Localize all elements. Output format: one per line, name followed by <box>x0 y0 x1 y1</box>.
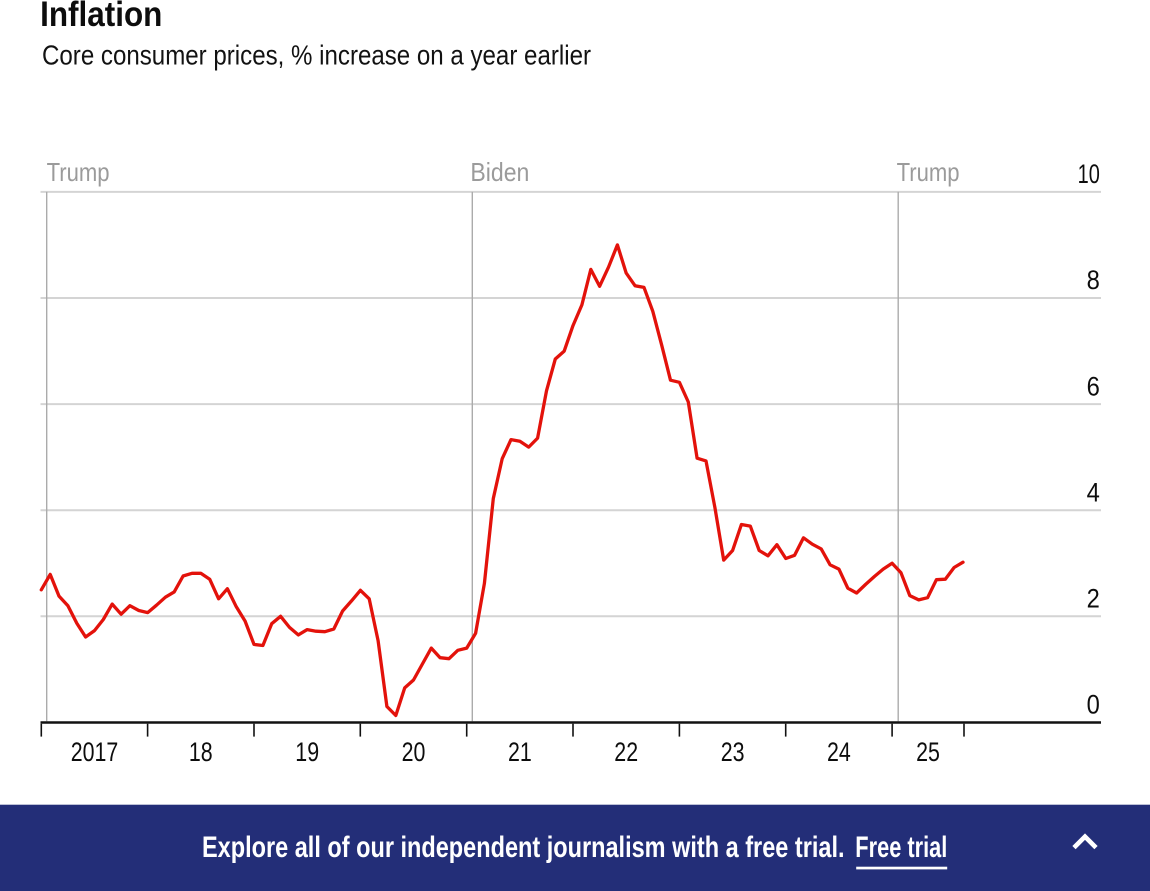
svg-text:10: 10 <box>1078 159 1100 189</box>
svg-text:Trump: Trump <box>897 157 960 187</box>
svg-text:25: 25 <box>916 737 940 767</box>
svg-text:2: 2 <box>1087 584 1100 614</box>
svg-text:22: 22 <box>614 737 638 767</box>
svg-text:19: 19 <box>295 737 319 767</box>
svg-text:4: 4 <box>1087 477 1100 507</box>
svg-text:Trump: Trump <box>47 157 110 187</box>
svg-text:Biden: Biden <box>470 157 529 187</box>
svg-text:23: 23 <box>721 737 745 767</box>
svg-text:8: 8 <box>1087 265 1100 295</box>
svg-text:18: 18 <box>189 737 213 767</box>
svg-text:Core consumer prices, % increa: Core consumer prices, % increase on a ye… <box>42 39 591 70</box>
svg-text:20: 20 <box>402 737 426 767</box>
svg-text:24: 24 <box>827 737 851 767</box>
svg-text:6: 6 <box>1087 371 1100 401</box>
svg-text:0: 0 <box>1087 690 1100 720</box>
svg-text:2017: 2017 <box>71 737 119 767</box>
svg-text:Free trial: Free trial <box>855 831 947 864</box>
svg-text:Inflation: Inflation <box>40 0 162 34</box>
svg-text:Explore all of our independent: Explore all of our independent journalis… <box>202 831 845 864</box>
svg-text:21: 21 <box>508 737 532 767</box>
